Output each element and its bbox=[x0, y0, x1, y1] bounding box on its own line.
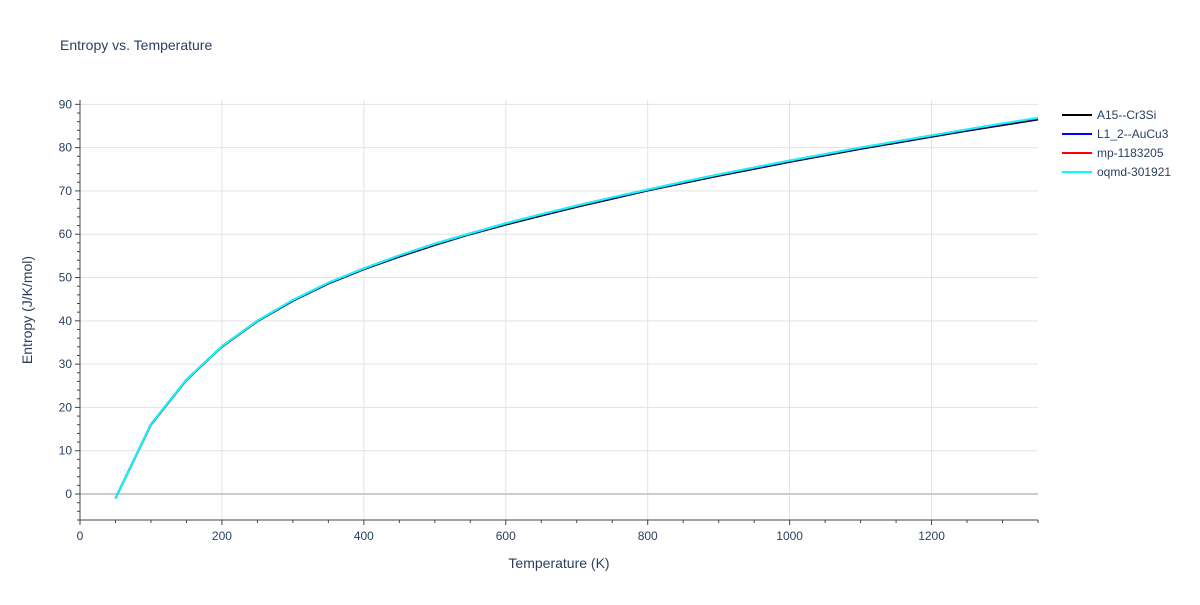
x-tick-label: 800 bbox=[638, 529, 658, 543]
y-tick-label: 0 bbox=[65, 487, 72, 501]
y-tick-label: 60 bbox=[59, 227, 73, 241]
axes-layer: 0 200 400 600 800 1000 1200 0 10 20 30 40 50 60 70 80 90 bbox=[59, 97, 1039, 543]
legend: A15--Cr3Si L1_2--AuCu3 mp-1183205 oqmd-3019… bbox=[1062, 108, 1171, 179]
x-tick-label: 600 bbox=[496, 529, 516, 543]
legend-label: A15--Cr3Si bbox=[1097, 108, 1156, 122]
x-tick-label: 400 bbox=[354, 529, 374, 543]
series-layer bbox=[114, 116, 1039, 499]
x-axis-title: Temperature (K) bbox=[508, 555, 609, 571]
x-tick-label: 1200 bbox=[918, 529, 945, 543]
legend-label: L1_2--AuCu3 bbox=[1097, 127, 1169, 141]
y-tick-label: 40 bbox=[59, 314, 73, 328]
legend-label: mp-1183205 bbox=[1097, 146, 1164, 160]
chart-title: Entropy vs. Temperature bbox=[60, 37, 212, 53]
y-tick-label: 10 bbox=[59, 444, 73, 458]
series-line-mp-1183205 bbox=[114, 117, 1039, 499]
legend-label: oqmd-301921 bbox=[1097, 165, 1171, 179]
grid-layer bbox=[80, 100, 1038, 520]
series-line-oqmd-301921 bbox=[114, 116, 1039, 499]
x-tick-label: 1000 bbox=[776, 529, 803, 543]
x-tick-label: 0 bbox=[77, 529, 84, 543]
y-tick-label: 80 bbox=[59, 141, 73, 155]
y-axis-title: Entropy (J/K/mol) bbox=[19, 256, 35, 364]
x-tick-label: 200 bbox=[212, 529, 232, 543]
y-tick-label: 20 bbox=[59, 400, 73, 414]
y-tick-label: 30 bbox=[59, 357, 73, 371]
series-line-L1_2--AuCu3 bbox=[114, 117, 1039, 499]
y-tick-label: 90 bbox=[59, 97, 73, 111]
series-line-A15--Cr3Si bbox=[114, 118, 1039, 499]
y-tick-label: 70 bbox=[59, 184, 73, 198]
y-tick-label: 50 bbox=[59, 271, 73, 285]
